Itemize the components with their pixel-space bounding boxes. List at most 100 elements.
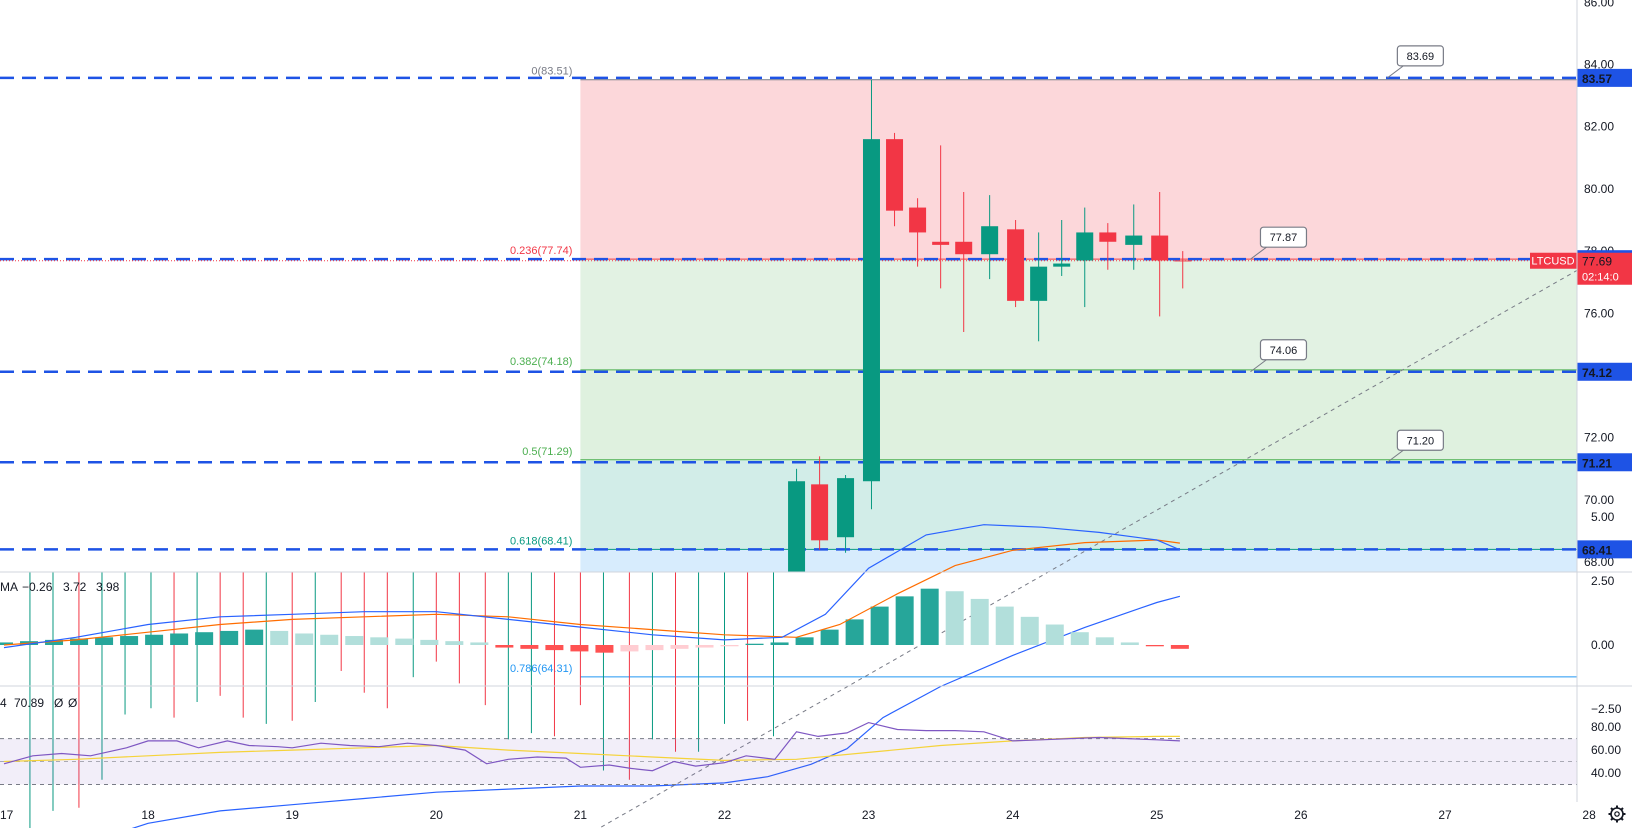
candle[interactable]	[1151, 192, 1169, 317]
rsi-legend-value: 70.89	[14, 696, 44, 710]
callout-text: 71.20	[1407, 435, 1435, 447]
price-tick-label: 80.00	[1584, 182, 1614, 196]
macd-legend-value: 3.72	[63, 580, 87, 594]
macd-histogram-bar	[0, 642, 13, 645]
macd-histogram-bar	[970, 598, 989, 645]
candle[interactable]	[981, 195, 999, 280]
gear-tooth	[1620, 817, 1624, 821]
candle[interactable]	[1076, 207, 1094, 308]
macd-signal-line	[3, 539, 1180, 646]
macd-histogram-bar	[995, 606, 1014, 645]
candle-body	[1030, 266, 1048, 301]
moving-average-line	[131, 595, 1181, 828]
price-tick-label: 72.00	[1584, 431, 1614, 445]
last-price-value: 77.69	[1582, 255, 1612, 269]
price-axis[interactable]	[1577, 0, 1632, 828]
macd-histogram-bar	[845, 619, 864, 645]
macd-histogram-bar	[395, 638, 414, 645]
candle[interactable]	[1099, 223, 1117, 270]
candle[interactable]	[1007, 220, 1025, 308]
macd-histogram-bar	[1145, 645, 1164, 647]
candle[interactable]	[788, 468, 806, 572]
macd-pane[interactable]: MA −0.26 3.72 3.98	[0, 524, 1189, 653]
price-tick-label: 68.00	[1584, 555, 1614, 569]
time-tick-label: 20	[430, 808, 444, 822]
callout-pointer	[1250, 246, 1267, 260]
macd-histogram-bar	[220, 630, 239, 645]
candle[interactable]	[886, 132, 904, 227]
macd-histogram-bar	[195, 632, 214, 645]
price-callout[interactable]: 74.06	[1250, 339, 1308, 373]
macd-histogram-bar	[320, 634, 339, 645]
macd-histogram-bar	[245, 629, 264, 645]
price-axis-label-bg	[1577, 453, 1632, 472]
rsi-pane[interactable]: 4 70.89 Ø Ø	[0, 696, 1577, 785]
candle[interactable]	[909, 198, 927, 267]
macd-histogram-bar	[95, 637, 114, 645]
price-callout[interactable]: 83.69	[1387, 45, 1444, 79]
candle-body	[981, 226, 999, 255]
time-tick-label: 18	[141, 808, 155, 822]
fib-level-label: 0.786(64.31)	[510, 663, 572, 675]
macd-legend-value: 3.98	[96, 580, 120, 594]
time-tick-label: 27	[1438, 808, 1452, 822]
macd-histogram-bar	[470, 642, 489, 645]
fib-level-label: 0.5(71.29)	[522, 446, 572, 458]
macd-legend[interactable]: MA −0.26 3.72 3.98	[0, 580, 120, 594]
bar-countdown: 02:14:0	[1582, 272, 1619, 284]
candle-body	[1007, 229, 1025, 301]
rsi-band	[0, 738, 1577, 785]
macd-histogram-bar	[1020, 616, 1039, 645]
price-axis-label: 71.21	[1582, 456, 1612, 470]
candle[interactable]	[837, 475, 855, 553]
macd-tick-label: 5.00	[1591, 510, 1615, 524]
candle[interactable]	[932, 145, 950, 289]
candle[interactable]	[955, 192, 973, 332]
candle[interactable]	[1125, 204, 1143, 270]
time-tick-label: 17	[0, 808, 14, 822]
candle[interactable]	[811, 456, 829, 550]
price-axis-label-bg	[1577, 68, 1632, 87]
rsi-legend-extra: Ø	[68, 696, 77, 710]
candle[interactable]	[1030, 232, 1048, 342]
candle[interactable]	[1174, 251, 1192, 289]
macd-histogram-bar	[820, 629, 839, 645]
price-axis-label-bg	[1577, 540, 1632, 559]
macd-histogram-bar	[770, 642, 789, 645]
price-axis-label: 74.12	[1582, 366, 1612, 380]
macd-histogram-bar	[795, 637, 814, 645]
rsi-line	[3, 721, 1180, 772]
price-axis-label-bg	[1577, 362, 1632, 381]
candle-body	[1099, 232, 1117, 242]
macd-tick-label: 0.00	[1591, 638, 1615, 652]
last-price-tag	[1577, 252, 1632, 285]
price-tick-label: 86.00	[1584, 0, 1614, 9]
fib-level-label: 0(83.51)	[531, 66, 572, 78]
macd-histogram-bar	[345, 636, 364, 645]
candle-body	[837, 478, 855, 538]
macd-histogram-bar	[1170, 645, 1189, 649]
macd-histogram-bar	[120, 636, 139, 645]
callout-pointer	[1387, 65, 1404, 79]
price-tick-label: 82.00	[1584, 120, 1614, 134]
settings-gear-icon[interactable]	[1608, 805, 1626, 823]
symbol-tag: LTCUSD	[1531, 256, 1574, 268]
price-axis-label: 68.41	[1582, 543, 1612, 557]
price-pane[interactable]: 0(83.51) 0.236(77.74) 0.382(74.18) 0.5(71.2…	[0, 45, 1590, 828]
rsi-legend-extra: Ø	[54, 696, 63, 710]
macd-histogram-bar	[145, 634, 164, 645]
symbol-tag-bg	[1530, 252, 1577, 269]
rsi-legend[interactable]: 4 70.89 Ø Ø	[0, 696, 77, 710]
price-callout[interactable]: 77.87	[1250, 226, 1308, 260]
candle-body	[811, 484, 829, 541]
fib-zone	[580, 259, 1577, 370]
candle-body	[955, 241, 973, 255]
candle[interactable]	[862, 80, 880, 510]
candle-body	[909, 207, 927, 233]
macd-histogram-bar	[295, 633, 314, 645]
candle[interactable]	[1053, 220, 1071, 276]
price-callout[interactable]: 71.20	[1387, 429, 1444, 463]
macd-histogram-bar	[570, 645, 589, 652]
